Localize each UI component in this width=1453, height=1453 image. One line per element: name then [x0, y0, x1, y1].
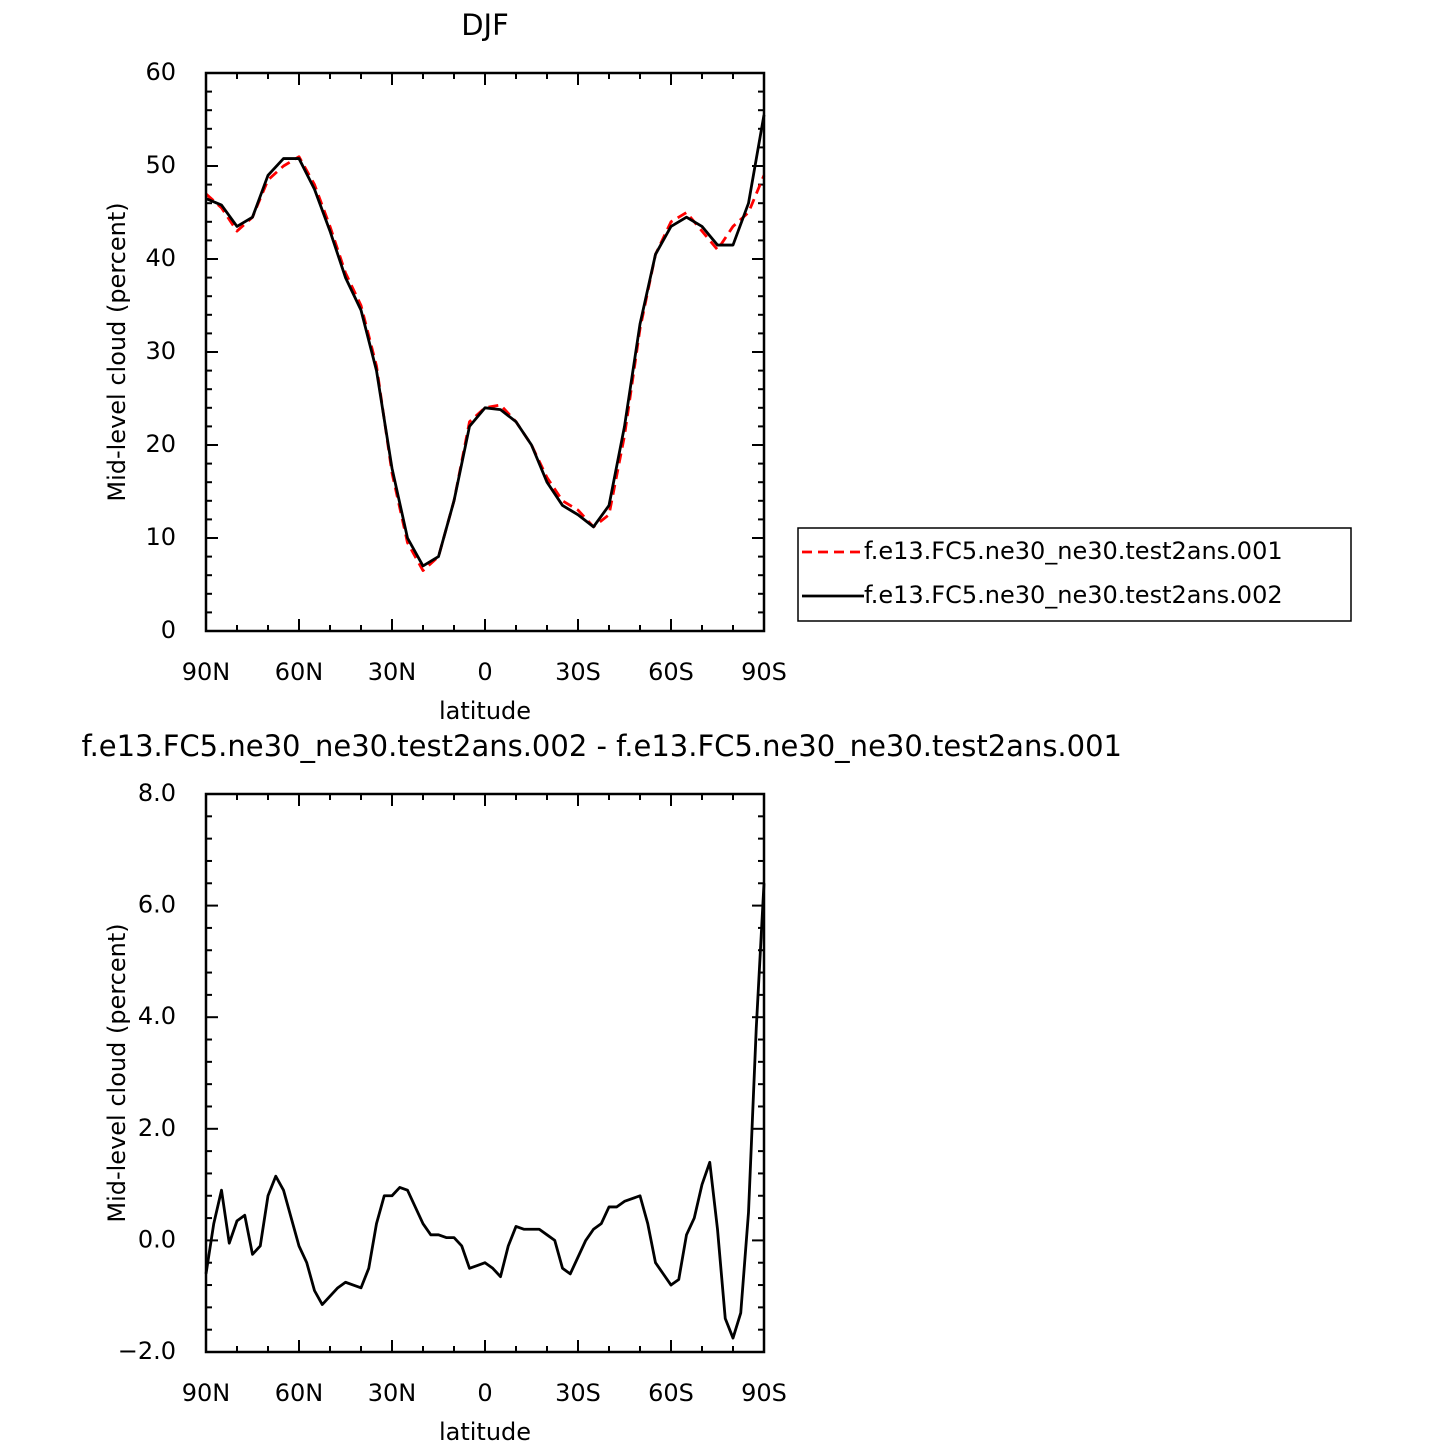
y-tick-label: 6.0: [138, 891, 176, 919]
x-tick-label: 60S: [648, 1379, 694, 1407]
y-tick-label: 0.0: [138, 1225, 176, 1253]
x-tick-label: 30N: [368, 1379, 417, 1407]
y-tick-label: 4.0: [138, 1002, 176, 1030]
plot-frame: [204, 71, 766, 633]
x-axis-label: latitude: [439, 697, 531, 725]
x-tick-label: 60N: [275, 658, 324, 686]
y-tick-label: 40: [145, 244, 176, 272]
legend-box: [797, 527, 1352, 622]
chart-title: DJF: [461, 8, 509, 42]
y-tick-label: −2.0: [118, 1337, 176, 1365]
x-tick-label: 30S: [555, 1379, 601, 1407]
legend-label: f.e13.FC5.ne30_ne30.test2ans.001: [864, 537, 1283, 565]
y-tick-label: 2.0: [138, 1114, 176, 1142]
y-axis-label: Mid-level cloud (percent): [103, 923, 131, 1222]
x-axis-label: latitude: [439, 1418, 531, 1446]
x-tick-label: 0: [477, 658, 492, 686]
x-tick-label: 90N: [182, 658, 231, 686]
y-tick-label: 0: [161, 616, 176, 644]
x-tick-label: 90N: [182, 1379, 231, 1407]
chart-title: f.e13.FC5.ne30_ne30.test2ans.002 - f.e13…: [81, 729, 1122, 763]
x-tick-label: 30N: [368, 658, 417, 686]
y-tick-label: 10: [145, 523, 176, 551]
legend-label: f.e13.FC5.ne30_ne30.test2ans.002: [864, 581, 1283, 609]
data-line: [204, 883, 766, 1340]
y-tick-label: 30: [145, 337, 176, 365]
y-tick-label: 60: [145, 58, 176, 86]
x-tick-label: 0: [477, 1379, 492, 1407]
y-axis-label: Mid-level cloud (percent): [103, 202, 131, 501]
x-tick-label: 60S: [648, 658, 694, 686]
y-tick-label: 8.0: [138, 779, 176, 807]
x-tick-label: 30S: [555, 658, 601, 686]
x-tick-label: 90S: [741, 658, 787, 686]
y-tick-label: 20: [145, 430, 176, 458]
data-line: [205, 114, 766, 568]
data-line: [205, 155, 766, 572]
x-tick-label: 90S: [741, 1379, 787, 1407]
plot-frame: [204, 792, 766, 1354]
y-tick-label: 50: [145, 151, 176, 179]
x-tick-label: 60N: [275, 1379, 324, 1407]
